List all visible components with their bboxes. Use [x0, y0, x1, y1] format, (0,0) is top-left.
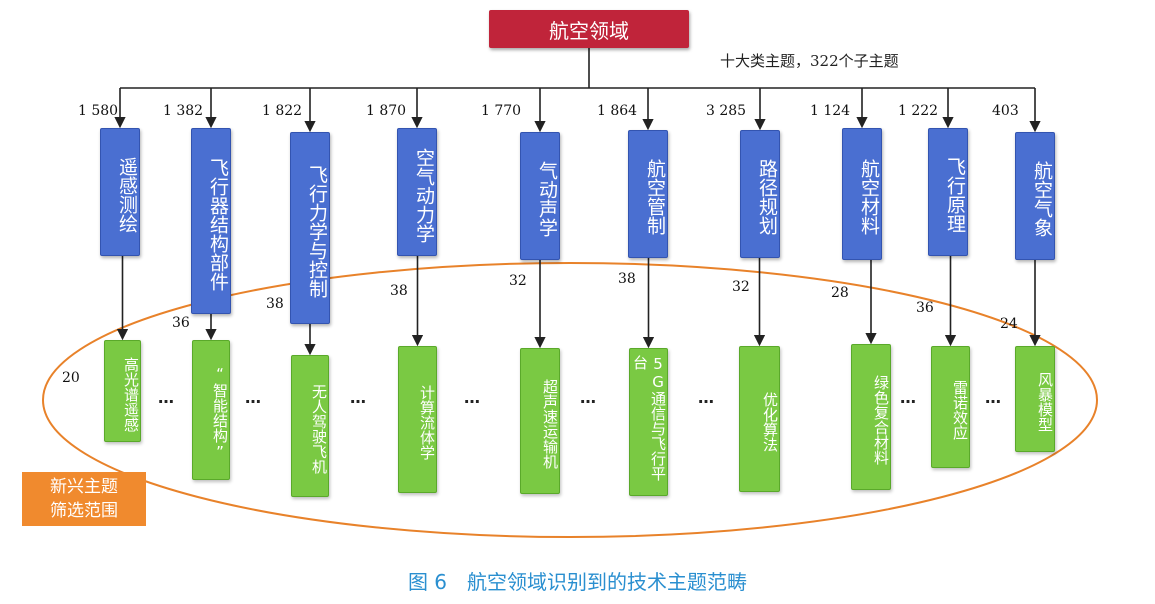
emerging-topic-label: 新兴主题 筛选范围 [22, 472, 146, 526]
subtopic-box: 优化算法 [739, 346, 780, 492]
subtopic-box: 计算流体学 [398, 346, 437, 493]
category-count: 1 864 [597, 103, 638, 119]
subtopic-box: 无人驾驶飞机 [291, 355, 329, 497]
category-count: 1 770 [481, 103, 522, 119]
category-box: 飞行力学与控制 [290, 132, 330, 324]
subtopic-box: 风暴模型 [1015, 346, 1055, 452]
emerging-label-line-2: 筛选范围 [50, 501, 118, 521]
category-box: 航空管制 [628, 130, 668, 258]
ellipsis-mark: … [900, 388, 916, 407]
category-box: 飞行器结构部件 [191, 128, 231, 314]
category-box: 航空气象 [1015, 132, 1055, 260]
root-topic-box: 航空领域 [489, 10, 689, 48]
subtopic-count: 20 [62, 370, 80, 386]
subtopic-count: 32 [509, 273, 527, 289]
category-count: 1 124 [810, 103, 851, 119]
category-box: 路径规划 [740, 130, 780, 258]
category-box: 飞行原理 [928, 128, 968, 256]
subtopic-count: 38 [266, 296, 284, 312]
ellipsis-mark: … [698, 388, 714, 407]
root-topic-note: 十大类主题，322个子主题 [720, 52, 899, 70]
subtopic-count: 36 [916, 300, 934, 316]
category-count: 403 [992, 103, 1019, 119]
subtopic-count: 36 [172, 315, 190, 331]
category-box: 空气动力学 [397, 128, 437, 256]
category-count: 1 580 [78, 103, 119, 119]
subtopic-box: 雷诺效应 [931, 346, 970, 468]
ellipsis-mark: … [985, 388, 1001, 407]
ellipsis-mark: … [464, 388, 480, 407]
ellipsis-mark: … [158, 388, 174, 407]
category-box: 航空材料 [842, 128, 882, 260]
category-box: 遥感测绘 [100, 128, 140, 256]
emerging-scope-ellipse [42, 262, 1098, 538]
ellipsis-mark: … [245, 388, 261, 407]
ellipsis-mark: … [350, 388, 366, 407]
category-count: 1 382 [163, 103, 204, 119]
subtopic-count: 28 [831, 285, 849, 301]
subtopic-box: “智能结构” [192, 340, 230, 480]
category-count: 1 822 [262, 103, 303, 119]
category-count: 1 870 [366, 103, 407, 119]
subtopic-count: 24 [1000, 316, 1018, 332]
subtopic-box: 5G通信与飞行平台 [629, 348, 668, 496]
ellipsis-mark: … [580, 388, 596, 407]
emerging-label-line-1: 新兴主题 [50, 477, 118, 497]
figure-caption: 图 6 航空领域识别到的技术主题范畴 [407, 570, 748, 594]
subtopic-count: 32 [732, 279, 750, 295]
subtopic-count: 38 [618, 271, 636, 287]
subtopic-box: 绿色复合材料 [851, 344, 891, 490]
category-box: 气动声学 [520, 132, 560, 260]
subtopic-box: 超声速运输机 [520, 348, 560, 494]
subtopic-box: 高光谱遥感 [104, 340, 141, 442]
category-count: 3 285 [706, 103, 747, 119]
category-count: 1 222 [898, 103, 939, 119]
subtopic-count: 38 [390, 283, 408, 299]
